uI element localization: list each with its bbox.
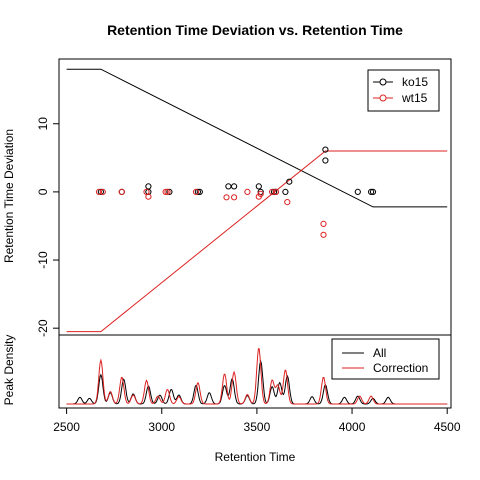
density-panel	[58, 334, 452, 409]
x-axis: 2500 3000 3500 4000 4500	[53, 408, 461, 434]
point-wt15	[320, 231, 327, 238]
legend-label-Correction: Correction	[373, 361, 428, 375]
point-ko15	[282, 188, 289, 195]
point-ko15	[196, 188, 203, 195]
y-tick-label: -20	[36, 319, 50, 337]
point-ko15	[231, 183, 238, 190]
point-wt15	[192, 188, 200, 195]
legend-marker-wt15	[379, 94, 387, 102]
density-axis-label: Peak Density	[2, 335, 16, 406]
point-wt15	[162, 188, 169, 195]
density-curve-Correction	[66, 348, 448, 405]
x-tick-label: 4000	[339, 420, 366, 434]
point-wt15	[269, 188, 276, 195]
point-ko15	[270, 188, 278, 195]
series-line-ko15	[66, 68, 448, 208]
series-line-wt15	[66, 150, 448, 333]
point-ko15	[255, 183, 262, 190]
point-ko15	[225, 183, 232, 190]
point-ko15	[145, 183, 152, 190]
legend-label-ko15: ko15	[402, 75, 428, 89]
chart-title: Retention Time Deviation vs. Retention T…	[107, 22, 403, 38]
point-wt15	[284, 199, 291, 206]
point-wt15	[257, 190, 264, 197]
point-ko15	[368, 188, 375, 195]
x-tick-label: 3500	[244, 420, 271, 434]
x-tick-label: 2500	[53, 420, 80, 434]
legend-deviation: ko15 wt15	[367, 69, 440, 112]
point-ko15	[354, 188, 361, 195]
point-ko15	[322, 146, 329, 153]
point-wt15	[272, 188, 279, 195]
point-wt15	[231, 194, 238, 201]
point-wt15	[320, 220, 327, 227]
legend-density-box	[331, 338, 440, 380]
point-ko15	[194, 188, 201, 195]
x-tick-label: 4500	[434, 420, 461, 434]
legend-deviation-box	[367, 69, 440, 112]
point-ko15	[286, 178, 293, 185]
legend-marker-ko15	[379, 78, 387, 86]
point-wt15	[118, 188, 125, 195]
legend-label-All: All	[373, 346, 386, 360]
x-axis-label: Retention Time	[215, 450, 296, 464]
x-tick-label: 3000	[148, 420, 175, 434]
point-ko15	[369, 188, 377, 195]
point-ko15	[322, 157, 329, 164]
point-wt15	[95, 188, 103, 195]
point-wt15	[223, 194, 230, 201]
y-tick-label: -10	[36, 251, 50, 269]
point-wt15	[99, 188, 106, 195]
point-ko15	[97, 188, 105, 195]
y-tick-label: 10	[36, 117, 50, 131]
y-tick-label: 0	[36, 188, 50, 195]
y-axis-label: Retention Time Deviation	[2, 129, 16, 263]
point-wt15	[145, 193, 152, 200]
point-wt15	[164, 188, 171, 195]
legend-label-wt15: wt15	[401, 91, 428, 105]
point-wt15	[244, 188, 251, 195]
point-ko15	[166, 188, 173, 195]
y-axis: 10 0 -10 -20	[36, 117, 59, 337]
density-panel-frame	[58, 334, 452, 409]
